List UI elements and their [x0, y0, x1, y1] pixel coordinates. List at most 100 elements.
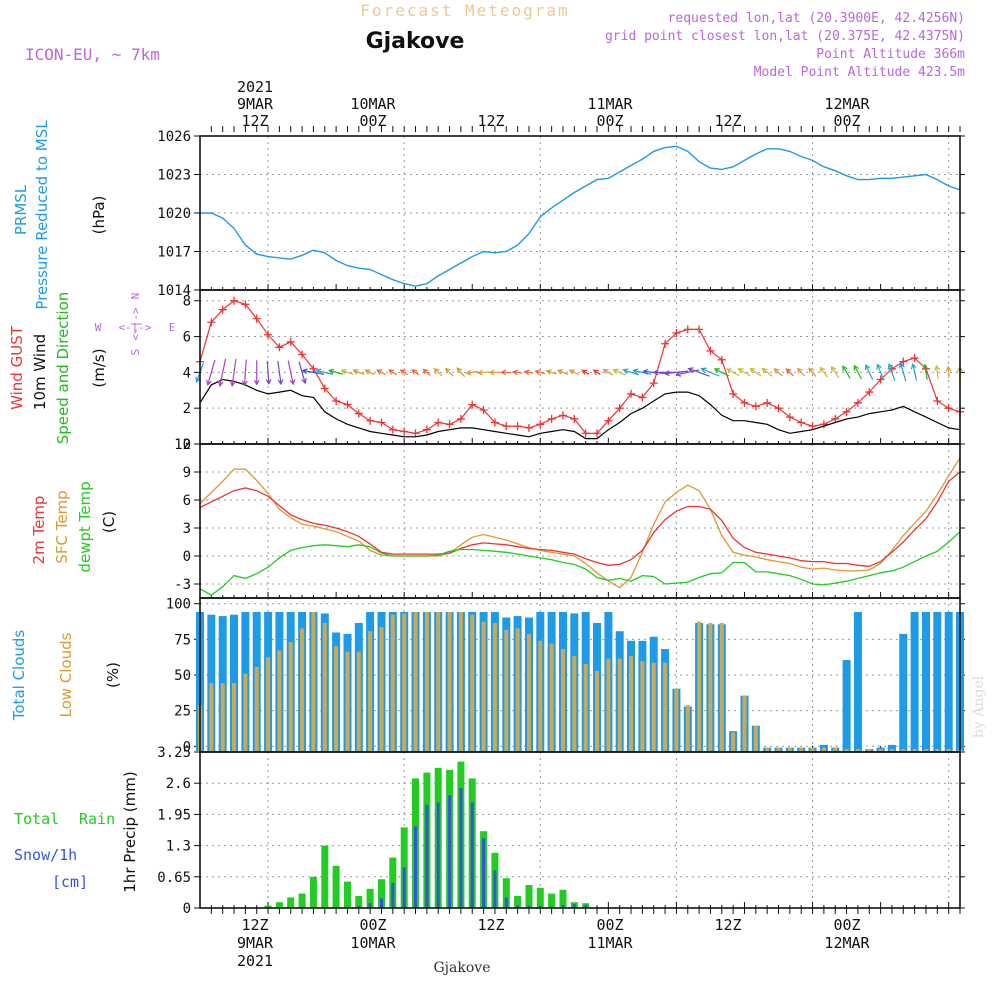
gust-point-marker [218, 305, 227, 314]
low-clouds-bar [277, 650, 282, 752]
low-clouds-bar [300, 628, 305, 752]
low-clouds-bar [629, 655, 633, 752]
rain-bar [298, 893, 306, 908]
top-time-axis: 2021 9MAR 12Z 10MAR 00Z 12Z 11MAR 00Z 12… [237, 78, 871, 130]
wind-direction-arrow [796, 367, 806, 377]
gust-point-marker [910, 354, 919, 363]
gust-point-marker [865, 388, 874, 397]
low-clouds-bar [912, 749, 917, 752]
low-clouds-bar [595, 670, 599, 752]
low-clouds-bar [447, 612, 452, 752]
low-clouds-bar [651, 662, 656, 752]
low-clouds-bar [368, 631, 373, 752]
gust-point-marker [729, 389, 738, 398]
gust-point-marker [672, 328, 681, 337]
gust-point-marker [513, 422, 522, 431]
precip-tick-label: 0.65 [157, 870, 191, 886]
gust-point-marker [706, 346, 715, 355]
wind-unit: (m/s) [90, 348, 108, 387]
low-clouds-bar [492, 623, 497, 752]
compass-horizontal: <-|-> [118, 321, 151, 334]
wind-tick-label: 4 [183, 365, 191, 381]
low-clouds-bar [356, 651, 361, 752]
gust-point-marker [309, 364, 318, 373]
wind-direction-arrow [500, 369, 512, 376]
bottom-axis-label-4b: 11MAR [587, 934, 633, 952]
snow-bar [504, 897, 508, 908]
clouds-tick-label: 25 [174, 704, 191, 720]
gust-point-marker [400, 427, 409, 436]
wind-direction-arrow [622, 368, 639, 376]
wind-direction-arrow [534, 369, 546, 376]
wind-direction-arrow [411, 369, 420, 376]
wind-direction-arrow [217, 358, 227, 388]
temp-2m-series-line [199, 471, 961, 567]
panel-frames [199, 135, 961, 909]
bottom-axis-label-3a: 12Z [477, 916, 504, 934]
gust-point-marker [332, 397, 341, 406]
low-clouds-bar [878, 749, 883, 752]
top-axis-label-5b: 12Z [714, 112, 741, 130]
wind-direction-arrow [465, 369, 478, 376]
low-clouds-bar [753, 725, 758, 752]
gust-point-marker [422, 425, 431, 434]
low-clouds-bar [674, 688, 679, 752]
bottom-axis-label-1a: 12Z [241, 916, 268, 934]
low-clouds-bar [334, 646, 339, 753]
wind-direction-arrow [934, 364, 940, 379]
wind-direction-arrow [206, 359, 216, 386]
precip-tick-label: 1.95 [157, 807, 191, 823]
low-clouds-bar [232, 683, 236, 752]
gust-point-marker [354, 409, 363, 418]
gust-point-marker [558, 411, 567, 420]
snow-bar [380, 898, 383, 908]
rain-bar [264, 905, 272, 908]
low-clouds-bar [867, 749, 872, 752]
bottom-axis-label-1b: 9MAR [237, 934, 274, 952]
rain-bar [525, 885, 533, 908]
low-clouds-bar [254, 666, 259, 752]
low-clouds-bar [390, 614, 395, 752]
gust-point-marker [615, 404, 624, 413]
clouds-tick-label: 75 [174, 632, 191, 648]
clouds-tick-label: 100 [166, 597, 191, 613]
low-clouds-bar [266, 657, 271, 752]
gust-point-marker [547, 414, 556, 423]
rain-bar [514, 896, 522, 908]
bottom-time-axis: 12Z 9MAR 2021 00Z 10MAR 12Z 00Z 11MAR 12… [237, 916, 871, 976]
low-clouds-bar [821, 747, 826, 752]
low-clouds-bar [583, 664, 588, 752]
compass-vertical: <-|-> [129, 307, 142, 340]
gust-point-marker [377, 418, 386, 427]
pressure-unit: (hPa) [90, 196, 108, 235]
precip-panel-frame [199, 751, 961, 909]
gust-point-marker [763, 398, 772, 407]
precip-label-cm: [cm] [52, 873, 88, 891]
requested-coords: requested lon,lat (20.3900E, 42.4256N) [668, 11, 965, 26]
model-name: ICON-EU, ~ 7km [25, 45, 160, 64]
pressure-tick-label: 1014 [157, 283, 191, 299]
rain-bar [287, 897, 295, 908]
top-axis-label-6b: 00Z [833, 112, 860, 130]
snow-bar [459, 788, 463, 908]
gust-point-marker [230, 296, 239, 305]
snow-bar [425, 804, 429, 908]
wind-direction-arrow [265, 360, 272, 385]
wind-direction-arrow [910, 362, 918, 381]
precip-label-snow: Snow/1h [14, 846, 77, 864]
wind-tick-label: 8 [183, 294, 191, 310]
snow-bar [482, 838, 486, 908]
wind-direction-arrow [352, 369, 365, 376]
wind-direction-arrow [592, 369, 601, 376]
wind-direction-arrow [253, 360, 260, 386]
low-clouds-bar [288, 642, 293, 752]
low-clouds-bar [685, 705, 690, 752]
low-clouds-bar [481, 621, 486, 752]
gust-point-marker [479, 405, 488, 414]
snow-bar [436, 802, 440, 908]
gust-point-marker [536, 420, 545, 429]
wind-direction-arrow [364, 369, 376, 376]
snow-bar [357, 905, 361, 908]
bottom-axis-label-6b: 12MAR [824, 934, 870, 952]
wind-direction-arrow [773, 368, 783, 377]
